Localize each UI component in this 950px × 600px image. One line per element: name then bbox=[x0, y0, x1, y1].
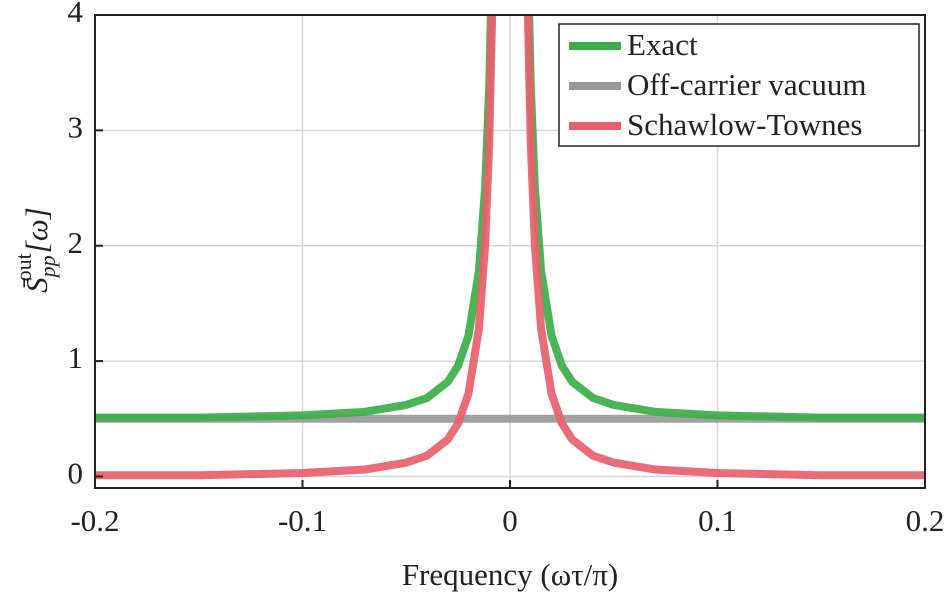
y-tick-label: 4 bbox=[68, 0, 84, 29]
plot-area bbox=[95, 15, 925, 480]
x-tick-label: 0 bbox=[502, 503, 518, 538]
y-tick-label: 1 bbox=[68, 340, 84, 375]
y-tick-label: 0 bbox=[68, 456, 84, 491]
y-label-base: S̄ bbox=[19, 277, 54, 293]
y-axis-label: S̄ppout[ω] bbox=[11, 207, 60, 293]
y-label-sup: out bbox=[11, 253, 36, 281]
y-label-arg: [ω] bbox=[19, 207, 54, 253]
y-tick-label: 3 bbox=[68, 109, 84, 144]
y-tick-label: 2 bbox=[68, 225, 84, 260]
line-series bbox=[523, 15, 925, 480]
legend-label: Exact bbox=[627, 27, 698, 62]
legend: Exact Off-carrier vacuum Schawlow-Townes bbox=[558, 23, 920, 147]
legend-label: Off-carrier vacuum bbox=[627, 67, 867, 102]
y-label-sub: pp bbox=[35, 255, 60, 279]
line-series bbox=[95, 15, 495, 422]
x-axis-label: Frequency (ωτ/π) bbox=[402, 557, 618, 592]
x-tick-label: 0.2 bbox=[906, 503, 945, 538]
line-series bbox=[95, 15, 497, 480]
legend-label: Schawlow-Townes bbox=[627, 107, 862, 142]
x-tick-label: -0.2 bbox=[70, 503, 119, 538]
x-tick-label: 0.1 bbox=[698, 503, 737, 538]
x-tick-label: -0.1 bbox=[278, 503, 327, 538]
